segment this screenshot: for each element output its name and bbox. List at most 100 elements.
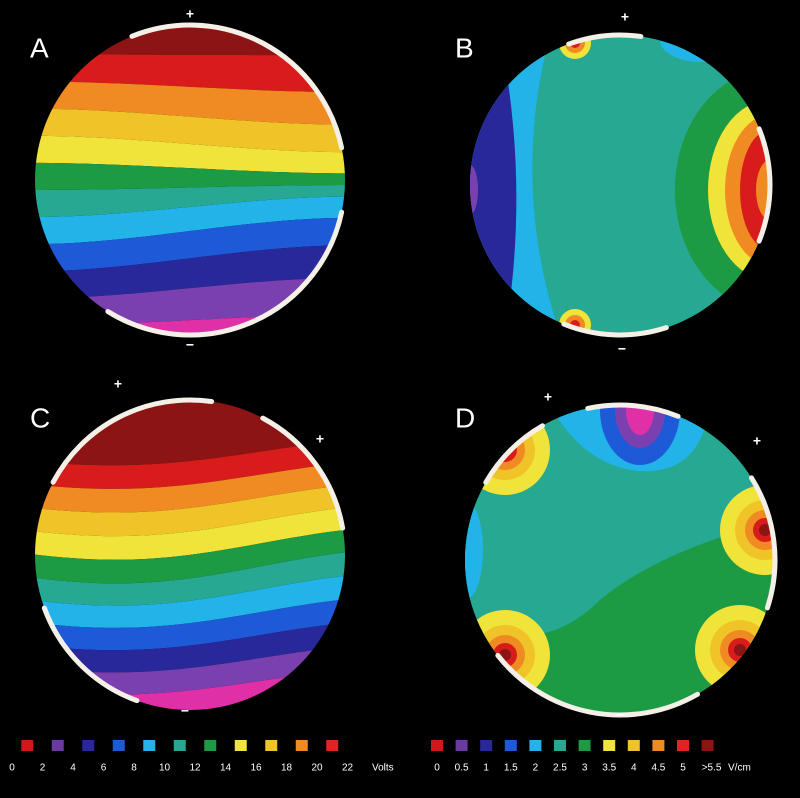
legend-tick: 8 — [131, 763, 137, 774]
panel-label: B — [455, 32, 474, 63]
contour-band — [35, 484, 345, 537]
contour-band — [734, 644, 746, 656]
contour-band — [35, 669, 345, 710]
legend-swatch — [265, 740, 278, 751]
contour-band — [35, 462, 345, 513]
electrode — [50, 397, 215, 485]
polarity-sign: − — [181, 703, 189, 719]
legend-swatch — [21, 740, 34, 751]
legend-swatch — [51, 740, 64, 751]
contour-band — [35, 575, 345, 628]
legend-swatch — [455, 740, 468, 751]
contour-band — [756, 160, 770, 220]
polarity-sign: + — [114, 376, 122, 392]
legend-tick: 6 — [101, 763, 107, 774]
electrode — [561, 321, 669, 338]
legend-tick: 14 — [220, 763, 232, 774]
contour-band — [35, 245, 345, 299]
contour-band — [470, 165, 478, 215]
legend-tick: 10 — [159, 763, 171, 774]
legend-tick: 0.5 — [455, 763, 469, 774]
polarity-sign: + — [753, 433, 761, 449]
contour-band — [740, 130, 770, 250]
legend-swatch — [603, 740, 616, 751]
legend-swatch — [627, 740, 640, 751]
legend-tick: 2.5 — [553, 763, 567, 774]
legend-swatch — [504, 740, 517, 751]
contour-band — [35, 645, 345, 695]
contour-band — [35, 54, 345, 93]
legend-swatch — [578, 740, 591, 751]
legend-tick: 1 — [483, 763, 489, 774]
contour-band — [759, 524, 771, 536]
legend-swatch — [677, 740, 689, 751]
contour-band — [35, 162, 345, 190]
polarity-sign: + — [186, 6, 194, 22]
legend-unit: V/cm — [728, 763, 751, 774]
legend-swatch — [173, 740, 186, 751]
legend-tick: 0 — [434, 763, 440, 774]
legend-tick: 12 — [189, 763, 201, 774]
electrode — [260, 415, 346, 531]
legend-tick: >5.5 — [702, 763, 722, 774]
panel-label: A — [30, 32, 49, 63]
legend-swatch — [701, 740, 714, 751]
legend-swatch — [480, 740, 493, 751]
legend-tick: 4.5 — [651, 763, 665, 774]
legend-tick: 0 — [9, 763, 15, 774]
legend-swatch — [143, 740, 156, 751]
legend-tick: 4 — [631, 763, 637, 774]
polarity-sign: + — [621, 9, 629, 25]
legend-tick: 22 — [342, 763, 354, 774]
legend-swatch — [326, 740, 339, 751]
electrode — [495, 652, 700, 718]
legend-tick: 18 — [281, 763, 293, 774]
legend-tick: 3.5 — [602, 763, 616, 774]
legend-swatch — [82, 740, 95, 751]
contour-band — [35, 217, 345, 272]
legend-swatch — [204, 740, 217, 751]
polarity-sign: + — [544, 389, 552, 405]
electrode — [129, 22, 345, 151]
legend-tick: 20 — [311, 763, 323, 774]
legend-swatch — [295, 740, 308, 751]
electrode — [585, 402, 681, 419]
contour-band — [35, 196, 345, 245]
contour-band — [35, 440, 345, 489]
contour-band — [35, 507, 345, 560]
legend-swatch — [112, 740, 125, 751]
polarity-sign: − — [616, 707, 624, 723]
panel-label: D — [455, 402, 475, 433]
contour-band — [675, 70, 770, 310]
legend-tick: 2 — [40, 763, 46, 774]
legend-swatch — [529, 740, 542, 751]
contour-map — [465, 405, 775, 715]
panel-label: C — [30, 402, 50, 433]
legend-unit: Volts — [372, 763, 394, 774]
electrode — [748, 475, 778, 611]
electrode — [105, 209, 345, 338]
legend-swatch — [431, 740, 443, 751]
contour-band — [465, 500, 483, 600]
electrode — [756, 126, 773, 244]
legend-swatch — [652, 740, 665, 751]
polarity-sign: + — [316, 431, 324, 447]
polarity-sign: − — [618, 341, 626, 357]
polarity-sign: − — [186, 337, 194, 353]
legend-swatch — [554, 740, 566, 751]
contour-band — [35, 598, 345, 651]
legend-tick: 2 — [533, 763, 539, 774]
contour-band — [35, 551, 345, 606]
contour-map — [35, 400, 345, 710]
contour-band — [35, 135, 345, 174]
contour-band — [35, 622, 345, 673]
contour-band — [626, 405, 654, 435]
legend-tick: 16 — [250, 763, 262, 774]
contour-band — [35, 81, 345, 125]
electrode — [566, 32, 644, 47]
legend-tick: 4 — [70, 763, 76, 774]
contour-band — [35, 529, 345, 584]
legend-tick: 3 — [582, 763, 588, 774]
electrode — [483, 423, 545, 485]
